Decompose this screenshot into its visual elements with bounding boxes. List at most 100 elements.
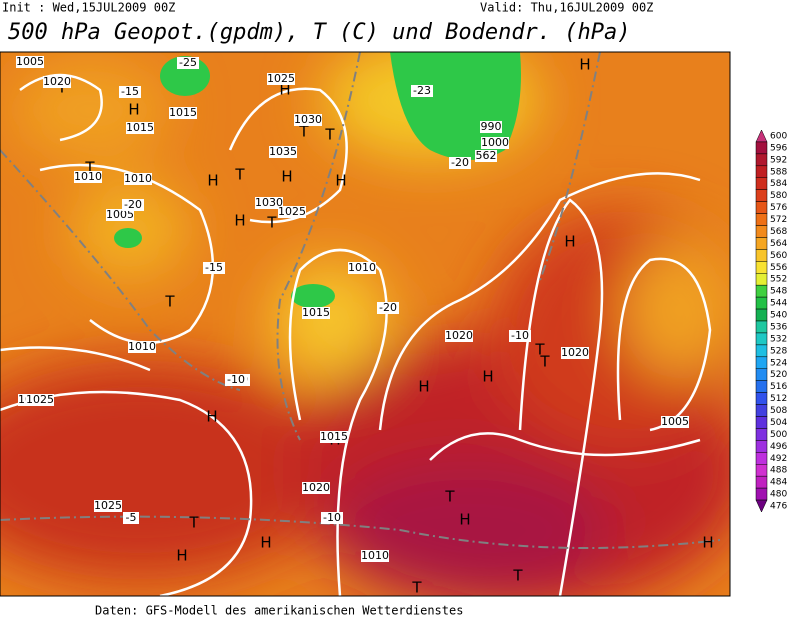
colorbar-cell [755, 368, 768, 381]
label-box [348, 262, 376, 274]
contour-label: 1025 [267, 72, 295, 85]
pressure-center: H [335, 172, 346, 190]
contour-label: 1020 [302, 481, 330, 494]
colorbar-cell [755, 487, 768, 501]
pressure-center: T [444, 488, 455, 506]
contour-label: 1010 [124, 172, 152, 185]
label-box [294, 114, 322, 126]
colorbar-cell [755, 177, 768, 190]
label-box [481, 137, 509, 149]
contour-label: 1020 [561, 346, 589, 359]
contour-label: 1030 [255, 196, 283, 209]
label-box [321, 512, 343, 524]
pressure-center: H [702, 534, 713, 552]
pressure-center: T [234, 166, 245, 184]
pressure-center: T [266, 214, 277, 232]
valid-time: Valid: Thu,16JUL2009 00Z [480, 1, 653, 15]
label-box [480, 121, 502, 133]
init-time: Init : Wed,15JUL2009 00Z [2, 1, 175, 15]
pressure-center: H [206, 408, 217, 426]
colorbar-cell [755, 249, 768, 262]
label-box [302, 482, 330, 494]
contour-label: -10 [227, 373, 245, 386]
colorbar-cell [755, 440, 768, 453]
map-frame [0, 51, 731, 597]
colorbar-cell [755, 452, 768, 465]
colorbar-cell [755, 392, 768, 405]
colorbar-cell [755, 165, 768, 178]
colorbar-label: 548 [770, 287, 787, 297]
label-box [203, 262, 225, 274]
label-box [122, 199, 144, 211]
isobars [0, 73, 712, 596]
colorbar-label: 552 [770, 275, 787, 285]
contour-label: 1005 [661, 415, 689, 428]
contour-label: 1020 [445, 329, 473, 342]
contour-label: 1015 [169, 106, 197, 119]
label-box [661, 416, 689, 428]
colorbar-label: 580 [770, 191, 787, 201]
pressure-center: T [324, 126, 335, 144]
colorbar-label: 480 [770, 490, 787, 500]
label-box [377, 302, 399, 314]
contour-label: 1025 [94, 499, 122, 512]
label-box [267, 73, 295, 85]
colorbar-cell [755, 225, 768, 238]
label-box [119, 86, 141, 98]
contour-label: 1010 [74, 170, 102, 183]
pressure-center: H [260, 534, 271, 552]
contour-label: -25 [179, 56, 197, 69]
colorbar-label: 476 [770, 502, 787, 512]
colorbar-label: 584 [770, 179, 787, 189]
pressure-center: H [564, 233, 575, 251]
colorbar-label: 504 [770, 418, 787, 428]
colorbar-cell [755, 428, 768, 441]
pressure-center: T [534, 341, 545, 359]
colorbar-label: 576 [770, 203, 787, 213]
pressure-center: H [176, 547, 187, 565]
colorbar-label: 528 [770, 346, 787, 356]
label-box [43, 76, 71, 88]
contour-label: 1025 [278, 205, 306, 218]
colorbar-cell [755, 284, 768, 298]
label-box [128, 341, 156, 353]
label-box [16, 56, 44, 68]
contour-label: 1000 [481, 136, 509, 149]
colorbar-cell [755, 141, 768, 155]
colorbar-label: 532 [770, 334, 787, 344]
label-box [94, 500, 122, 512]
contour-label: 1015 [302, 306, 330, 319]
contour-label: -10 [323, 511, 341, 524]
colorbar-cell [755, 416, 768, 429]
label-box [449, 157, 471, 169]
label-box [126, 122, 154, 134]
label-box [124, 173, 152, 185]
cold-core [291, 284, 335, 308]
pressure-center: H [207, 172, 218, 190]
pressure-center: H [459, 511, 470, 529]
colorbar-label: 600 [770, 131, 787, 141]
contour-label: -15 [205, 261, 223, 274]
label-box [123, 512, 139, 524]
colorbar-cell [755, 201, 768, 214]
pressure-center: T [512, 567, 523, 585]
label-box [177, 57, 199, 69]
pressure-center: T [84, 159, 95, 177]
contour-label: 1010 [348, 261, 376, 274]
colorbar-cell [755, 464, 768, 477]
contour-label: 1010 [361, 549, 389, 562]
colorbar-label: 568 [770, 227, 787, 237]
label-box [302, 307, 330, 319]
isotherms [0, 52, 721, 549]
colorbar-cell [755, 308, 768, 322]
contour-label: -5 [126, 511, 137, 524]
colorbar-cell [755, 189, 768, 202]
label-box [361, 550, 389, 562]
colorbar-label: 536 [770, 322, 787, 332]
contour-label: 990 [481, 120, 502, 133]
colorbar-cell [755, 404, 768, 417]
colorbar-label: 564 [770, 239, 787, 249]
label-box [475, 150, 497, 162]
colorbar-label: 592 [770, 155, 787, 165]
